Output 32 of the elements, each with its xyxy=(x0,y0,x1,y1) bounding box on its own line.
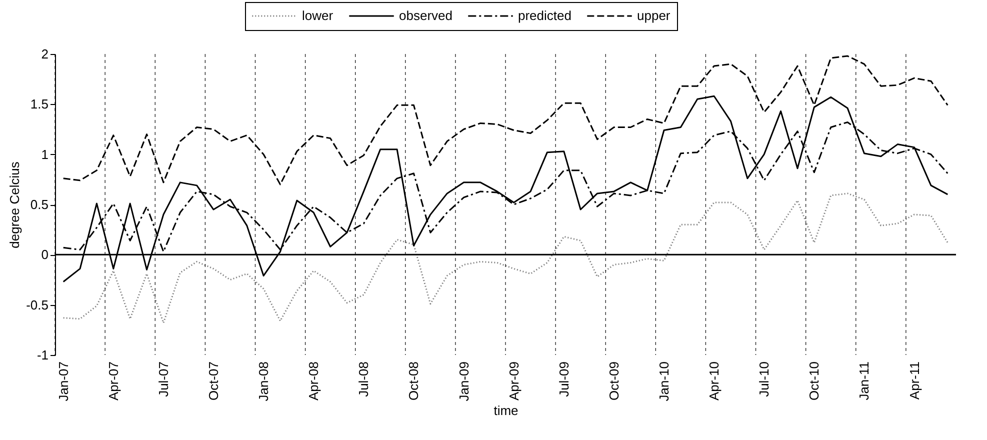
y-tick-label: -1 xyxy=(36,348,48,362)
x-tick-label: Jan-11 xyxy=(856,362,872,400)
y-tick-label: 0.5 xyxy=(30,197,48,212)
legend-label: observed xyxy=(399,8,452,23)
x-tick-label: Oct-10 xyxy=(806,362,822,401)
x-tick-label: Apr-11 xyxy=(906,362,922,400)
x-tick-label: Jan-07 xyxy=(56,362,71,402)
x-tick-label: Jul-09 xyxy=(556,362,572,397)
x-tick-label: Apr-09 xyxy=(506,362,522,401)
x-tick-label: Jan-10 xyxy=(656,362,672,402)
x-tick-label: Jan-08 xyxy=(256,362,272,402)
y-tick-label: -0.5 xyxy=(26,297,48,312)
y-tick-label: 1.5 xyxy=(30,96,48,112)
x-tick-label: Apr-08 xyxy=(306,362,322,401)
x-tick-label: Apr-07 xyxy=(106,362,121,401)
y-tick-label: 2 xyxy=(41,46,48,62)
y-axis-title: degree Celcius xyxy=(7,161,22,248)
legend-label: lower xyxy=(302,8,334,23)
legend-label: predicted xyxy=(518,8,572,23)
x-tick-label: Oct-07 xyxy=(206,362,222,401)
y-tick-label: 0 xyxy=(41,247,48,262)
legend-label: upper xyxy=(637,8,671,23)
line-series xyxy=(62,192,948,324)
x-tick-label: Oct-09 xyxy=(606,362,622,401)
x-tick-label: Jul-07 xyxy=(156,362,171,397)
x-tick-label: Jul-08 xyxy=(356,362,372,397)
x-tick-label: Jan-09 xyxy=(456,362,472,402)
x-tick-label: Oct-08 xyxy=(406,362,422,401)
x-tick-label: Apr-10 xyxy=(706,362,722,401)
x-tick-label: Jul-10 xyxy=(756,362,772,397)
y-tick-label: 1 xyxy=(41,146,48,162)
x-axis-title: time xyxy=(494,403,518,418)
